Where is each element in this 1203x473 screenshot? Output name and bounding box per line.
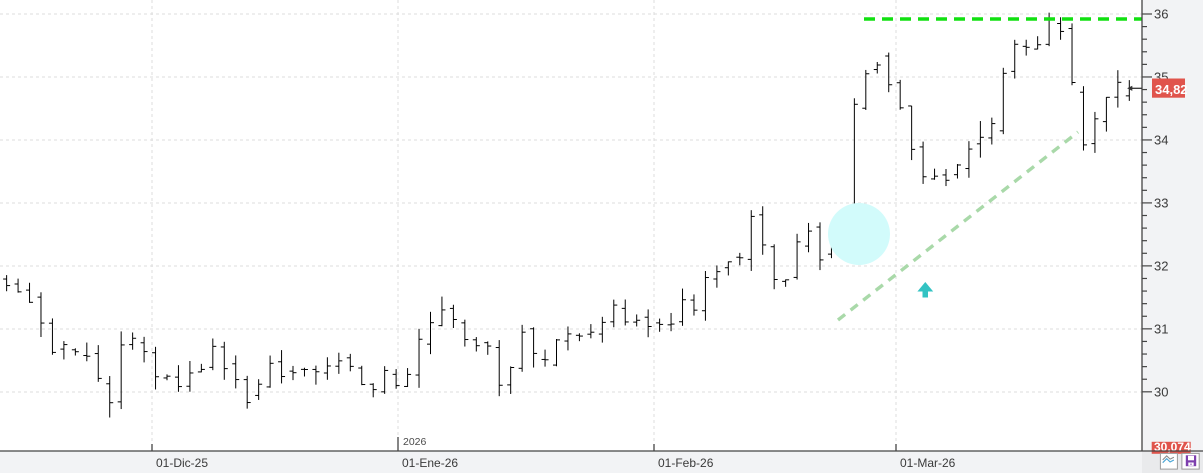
svg-text:01-Mar-26: 01-Mar-26 <box>900 456 956 470</box>
svg-text:30,074: 30,074 <box>1154 440 1191 454</box>
svg-text:34,82: 34,82 <box>1155 82 1188 97</box>
svg-text:01-Dic-25: 01-Dic-25 <box>156 456 208 470</box>
svg-text:36: 36 <box>1154 7 1168 22</box>
svg-text:32: 32 <box>1154 259 1168 274</box>
svg-text:33: 33 <box>1154 196 1168 211</box>
svg-text:31: 31 <box>1154 322 1168 337</box>
svg-text:01-Ene-26: 01-Ene-26 <box>402 456 458 470</box>
svg-text:30: 30 <box>1154 385 1168 400</box>
svg-text:34: 34 <box>1154 133 1168 148</box>
svg-text:2026: 2026 <box>403 436 427 448</box>
svg-text:01-Feb-26: 01-Feb-26 <box>658 456 714 470</box>
